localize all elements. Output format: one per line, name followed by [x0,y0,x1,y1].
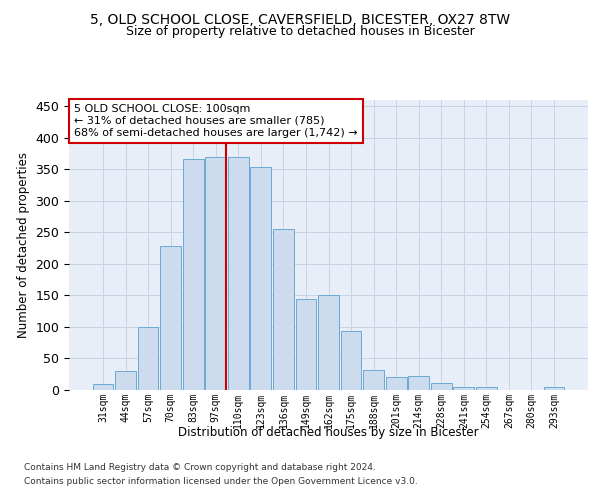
Bar [431,383,452,390]
Text: Distribution of detached houses by size in Bicester: Distribution of detached houses by size … [178,426,479,439]
Bar [273,229,294,390]
Text: Size of property relative to detached houses in Bicester: Size of property relative to detached ho… [125,25,475,38]
Bar [476,388,497,390]
Bar [386,377,407,390]
Bar [115,371,136,390]
Bar [454,387,474,390]
Text: Contains public sector information licensed under the Open Government Licence v3: Contains public sector information licen… [24,477,418,486]
Bar [341,330,361,390]
Bar [92,384,113,390]
Bar [409,376,429,390]
Text: 5 OLD SCHOOL CLOSE: 100sqm
← 31% of detached houses are smaller (785)
68% of sem: 5 OLD SCHOOL CLOSE: 100sqm ← 31% of deta… [74,104,358,138]
Bar [296,299,316,390]
Bar [544,388,565,390]
Bar [205,156,226,390]
Bar [137,327,158,390]
Bar [160,246,181,390]
Bar [228,156,248,390]
Bar [318,296,339,390]
Bar [250,168,271,390]
Bar [363,370,384,390]
Bar [183,158,203,390]
Text: Contains HM Land Registry data © Crown copyright and database right 2024.: Contains HM Land Registry data © Crown c… [24,464,376,472]
Y-axis label: Number of detached properties: Number of detached properties [17,152,30,338]
Text: 5, OLD SCHOOL CLOSE, CAVERSFIELD, BICESTER, OX27 8TW: 5, OLD SCHOOL CLOSE, CAVERSFIELD, BICEST… [90,12,510,26]
